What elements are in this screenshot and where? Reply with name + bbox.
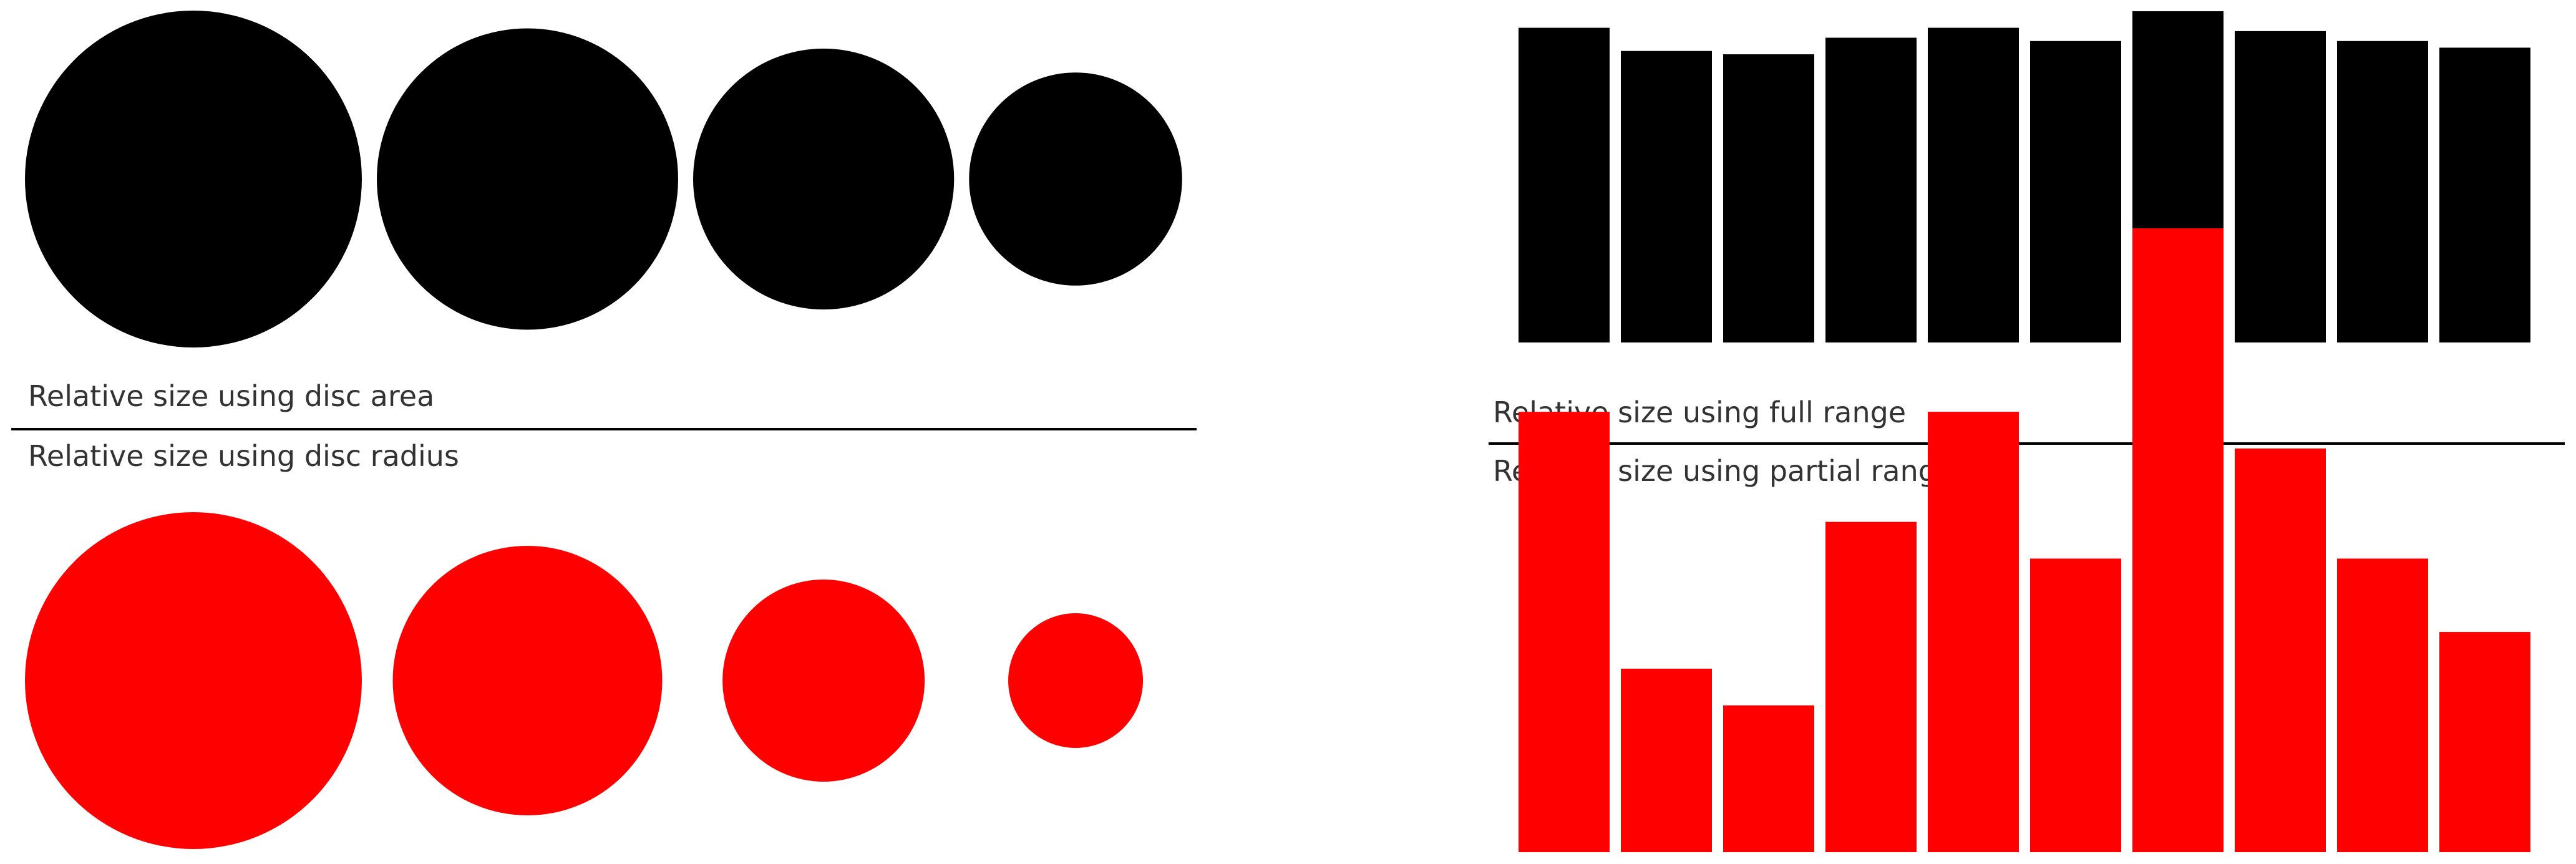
area-disc-3 [693, 48, 955, 310]
partial-range-bar-4 [1825, 522, 1917, 852]
disc-area-panel [25, 11, 1182, 347]
partial-range-bar-7 [2132, 228, 2224, 852]
full-range-bar-10 [2439, 47, 2530, 342]
full-range-bar-2 [1621, 51, 1712, 342]
full-range-bar-4 [1825, 37, 1917, 342]
radius-disc-3 [722, 580, 925, 782]
full-range-bar-6 [2030, 41, 2121, 342]
partial-range-bar-5 [1928, 412, 2019, 852]
disc-radius-title: Relative size using disc radius [28, 439, 459, 473]
radius-disc-4 [1008, 613, 1144, 748]
partial-range-bar-1 [1519, 412, 1610, 852]
full-range-panel [1519, 11, 2530, 343]
partial-range-bar-8 [2235, 448, 2326, 852]
full-range-bar-9 [2337, 41, 2428, 342]
partial-range-bar-3 [1723, 705, 1814, 852]
full-range-bar-1 [1519, 27, 1610, 343]
partial-range-bar-6 [2030, 558, 2121, 852]
partial-range-bar-10 [2439, 632, 2530, 852]
area-disc-1 [25, 11, 362, 347]
radius-disc-2 [392, 546, 663, 815]
full-range-bar-5 [1928, 27, 2019, 343]
partial-range-bar-9 [2337, 558, 2428, 852]
partial-range-panel [1519, 228, 2530, 852]
full-range-bar-8 [2235, 31, 2326, 343]
radius-disc-1 [25, 512, 362, 849]
partial-range-bar-2 [1621, 668, 1712, 852]
area-disc-4 [969, 72, 1182, 286]
area-disc-2 [377, 28, 678, 330]
disc-radius-panel [25, 512, 1144, 849]
disc-area-title: Relative size using disc area [28, 379, 434, 413]
full-range-bar-3 [1723, 54, 1814, 342]
